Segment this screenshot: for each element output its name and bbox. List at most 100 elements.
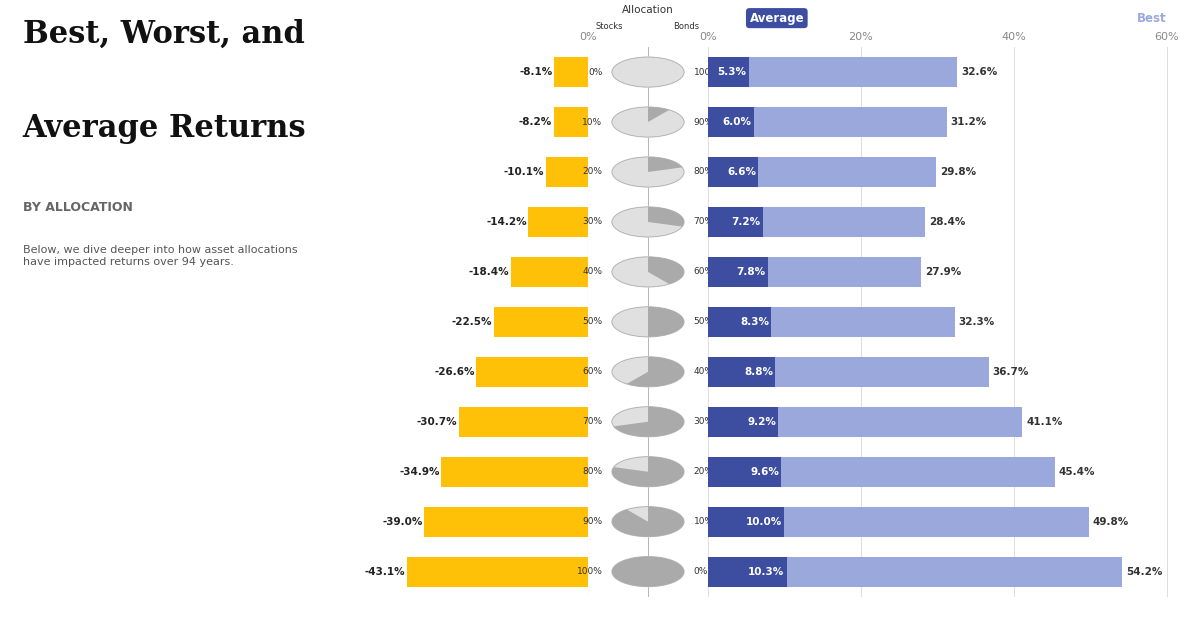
Bar [546,157,588,187]
Text: -26.6%: -26.6% [434,367,475,377]
Text: 50%: 50% [694,317,714,327]
Circle shape [612,357,684,387]
Text: -8.2%: -8.2% [518,117,552,127]
Text: Bonds: Bonds [673,22,700,31]
Bar [708,57,749,87]
Bar [708,407,1022,436]
Text: -39.0%: -39.0% [382,517,422,527]
Circle shape [612,407,684,436]
Text: Allocation: Allocation [622,4,674,14]
Bar [708,257,922,287]
Text: -43.1%: -43.1% [365,566,406,577]
Text: 29.8%: 29.8% [940,167,976,177]
Text: 70%: 70% [694,217,714,227]
Text: 80%: 80% [694,168,714,176]
Text: Average: Average [750,12,804,24]
Wedge shape [626,357,684,387]
Bar [708,556,1122,587]
Bar [708,207,925,237]
Text: 70%: 70% [582,417,602,426]
Wedge shape [612,457,684,487]
Bar [708,407,779,436]
Bar [708,107,754,137]
Text: 10%: 10% [582,117,602,126]
Text: BY ALLOCATION: BY ALLOCATION [23,201,132,214]
Text: 36.7%: 36.7% [992,367,1028,377]
Bar [708,357,775,387]
Circle shape [612,157,684,187]
Bar [554,57,588,87]
Circle shape [612,307,684,337]
Text: Best: Best [1136,12,1166,24]
Text: 100%: 100% [694,68,720,77]
Bar [708,307,955,337]
Text: 10.3%: 10.3% [749,566,785,577]
Text: -22.5%: -22.5% [451,317,492,327]
Text: 7.2%: 7.2% [732,217,761,227]
Text: 50%: 50% [582,317,602,327]
Text: Below, we dive deeper into how asset allocations
have impacted returns over 94 y: Below, we dive deeper into how asset all… [23,245,298,266]
Text: -18.4%: -18.4% [468,267,509,277]
Text: 45.4%: 45.4% [1058,467,1096,477]
Bar [528,207,588,237]
Circle shape [636,33,660,43]
Text: 20%: 20% [582,168,602,176]
Bar [708,207,763,237]
Bar [708,507,785,537]
Text: -10.1%: -10.1% [504,167,544,177]
Text: -30.7%: -30.7% [416,417,457,427]
Text: 30%: 30% [582,217,602,227]
Bar [708,507,1088,537]
Circle shape [612,207,684,237]
Text: 10%: 10% [694,517,714,526]
Text: 30%: 30% [694,417,714,426]
Wedge shape [613,407,684,436]
Text: 28.4%: 28.4% [929,217,965,227]
Circle shape [612,556,684,587]
Bar [708,157,936,187]
Text: 5.3%: 5.3% [718,67,746,77]
Bar [460,407,588,436]
Text: 6.6%: 6.6% [727,167,756,177]
Text: 27.9%: 27.9% [925,267,961,277]
Bar [442,457,588,487]
Wedge shape [612,556,684,587]
Text: 60%: 60% [694,268,714,276]
Bar [708,257,768,287]
Text: 41.1%: 41.1% [1026,417,1062,427]
Text: 40%: 40% [582,268,602,276]
Bar [708,107,947,137]
Text: 0%: 0% [588,68,602,77]
Circle shape [612,257,684,287]
Text: 40%: 40% [694,367,714,376]
Wedge shape [612,507,684,537]
Text: 0%: 0% [694,567,708,576]
Text: -34.9%: -34.9% [400,467,439,477]
Text: 80%: 80% [582,467,602,476]
Text: Average Returns: Average Returns [23,113,306,144]
Wedge shape [648,307,684,337]
Bar [708,57,958,87]
Text: 9.2%: 9.2% [748,417,776,427]
Text: -14.2%: -14.2% [486,217,527,227]
Text: 54.2%: 54.2% [1126,566,1163,577]
Circle shape [612,57,684,87]
Bar [425,507,588,537]
Text: 7.8%: 7.8% [737,267,766,277]
Text: Best, Worst, and: Best, Worst, and [23,19,305,50]
Wedge shape [648,107,670,122]
Bar [511,257,588,287]
Bar [407,556,588,587]
Text: 6.0%: 6.0% [722,117,751,127]
Bar [708,307,772,337]
Circle shape [612,107,684,137]
Wedge shape [648,157,683,172]
Wedge shape [648,257,684,284]
Wedge shape [648,207,684,227]
Bar [708,457,781,487]
Bar [708,556,787,587]
Bar [553,107,588,137]
Text: 8.3%: 8.3% [740,317,769,327]
Text: 32.3%: 32.3% [959,317,995,327]
Text: 32.6%: 32.6% [961,67,997,77]
